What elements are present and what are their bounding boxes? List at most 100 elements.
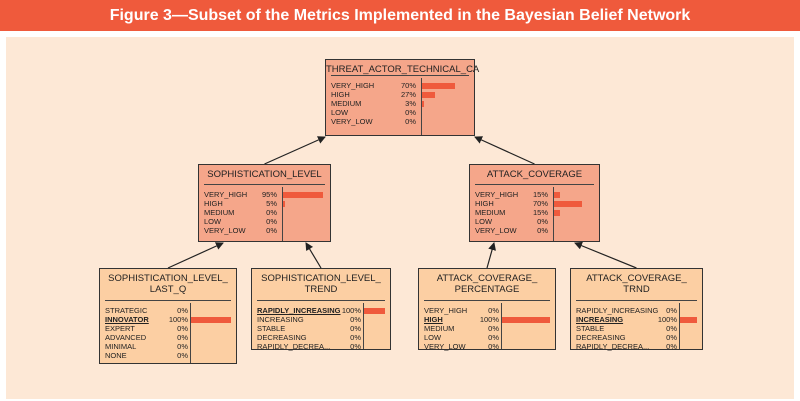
state-label: RAPIDLY_INCREASING [257,306,341,315]
state-row[interactable]: ADVANCED 0% [100,333,236,342]
state-percent: 0% [537,226,548,235]
node-title: ATTACK_COVERAGE_ TRND [571,273,702,295]
state-row[interactable]: INCREASING 0% [252,315,390,324]
state-row[interactable]: HIGH 70% [470,199,599,208]
state-label: VERY_LOW [424,342,466,351]
node-attack-pct[interactable]: ATTACK_COVERAGE_ PERCENTAGE VERY_HIGH 0% HIG… [418,268,556,351]
state-percent: 0% [266,208,277,217]
state-percent: 0% [350,324,361,333]
state-row[interactable]: NONE 0% [100,351,236,360]
node-title-line: TREND [304,284,338,295]
state-row[interactable]: HIGH 27% [326,90,474,99]
state-probability-bar [191,316,231,323]
state-percent: 0% [350,342,361,351]
state-percent: 100% [341,306,361,315]
state-label: INCREASING [257,315,304,324]
state-row[interactable]: RAPIDLY_INCREASING 100% [252,306,390,315]
state-label: DECREASING [257,333,307,342]
state-percent: 0% [488,333,499,342]
node-bar-divider [501,303,502,349]
state-label: VERY_LOW [331,117,373,126]
state-label: LOW [424,333,442,342]
state-percent: 95% [261,190,277,199]
state-row[interactable]: MEDIUM 15% [470,208,599,217]
node-soph-last[interactable]: SOPHISTICATION_LEVEL_ LAST_Q STRATEGIC 0% IN… [99,268,237,364]
node-bar-divider [421,78,422,135]
node-soph[interactable]: SOPHISTICATION_LEVEL VERY_HIGH 95% HIGH 5% ME… [198,164,331,242]
state-row[interactable]: INCREASING 100% [571,315,702,324]
state-probability-bar [680,316,697,323]
node-title: SOPHISTICATION_LEVEL_ TREND [252,273,390,295]
state-row[interactable]: RAPIDLY_INCREASING 0% [571,306,702,315]
state-label: MEDIUM [424,324,455,333]
state-label: MEDIUM [475,208,506,217]
node-title: SOPHISTICATION_LEVEL [199,169,330,180]
state-row[interactable]: STRATEGIC 0% [100,306,236,315]
state-row[interactable]: MEDIUM 3% [326,99,474,108]
state-percent: 27% [400,90,416,99]
node-bar-divider [679,303,680,349]
state-percent: 15% [532,190,548,199]
node-title-line: TRND [623,284,650,295]
state-label: HIGH [475,199,494,208]
state-percent: 0% [666,342,677,351]
state-row[interactable]: VERY_LOW 0% [199,226,330,235]
state-row[interactable]: INNOVATOR 100% [100,315,236,324]
node-title-line: LAST_Q [149,284,187,295]
node-title-line: SOPHISTICATION_LEVEL [207,169,322,180]
state-row[interactable]: VERY_HIGH 70% [326,81,474,90]
node-title: SOPHISTICATION_LEVEL_ LAST_Q [100,273,236,295]
state-row[interactable]: VERY_LOW 0% [470,226,599,235]
node-soph-trend[interactable]: SOPHISTICATION_LEVEL_ TREND RAPIDLY_INCREA… [251,268,391,351]
state-row[interactable]: VERY_HIGH 15% [470,190,599,199]
state-label: EXPERT [105,324,135,333]
state-row[interactable]: MEDIUM 0% [419,324,555,333]
state-row[interactable]: STABLE 0% [571,324,702,333]
state-row[interactable]: DECREASING 0% [571,333,702,342]
state-row[interactable]: HIGH 100% [419,315,555,324]
state-label: MEDIUM [204,208,235,217]
state-percent: 0% [177,342,188,351]
state-row[interactable]: LOW 0% [199,217,330,226]
state-row[interactable]: EXPERT 0% [100,324,236,333]
state-row[interactable]: RAPIDLY_DECREA... 0% [571,342,702,351]
state-row[interactable]: STABLE 0% [252,324,390,333]
state-row[interactable]: MINIMAL 0% [100,342,236,351]
node-title-line: THREAT_ACTOR_TECHNICAL_CA [326,64,480,75]
state-percent: 100% [657,315,677,324]
state-label: STABLE [576,324,605,333]
state-probability-bar [554,209,560,216]
state-label: RAPIDLY_DECREA... [576,342,650,351]
node-state-table: VERY_HIGH 70% HIGH 27% MEDIUM 3% LOW 0% VERY_LOW… [326,78,474,135]
state-row[interactable]: VERY_LOW 0% [326,117,474,126]
state-row[interactable]: LOW 0% [470,217,599,226]
state-probability-bar [283,200,285,207]
state-row[interactable]: DECREASING 0% [252,333,390,342]
state-percent: 0% [488,324,499,333]
state-row[interactable]: VERY_LOW 0% [419,342,555,351]
state-percent: 3% [405,99,416,108]
state-row[interactable]: HIGH 5% [199,199,330,208]
state-percent: 0% [266,217,277,226]
node-bar-divider [282,187,283,241]
edge-attack-to-threat [474,136,535,165]
state-probability-bar [502,316,550,323]
state-label: VERY_LOW [204,226,246,235]
node-title-line: PERCENTAGE [454,284,520,295]
state-label: HIGH [204,199,223,208]
state-percent: 70% [400,81,416,90]
edge-attack-trnd-to-attack [574,241,637,269]
state-row[interactable]: RAPIDLY_DECREA... 0% [252,342,390,351]
state-row[interactable]: LOW 0% [326,108,474,117]
edge-attack-pct-to-attack [486,242,496,269]
state-row[interactable]: MEDIUM 0% [199,208,330,217]
node-attack[interactable]: ATTACK_COVERAGE VERY_HIGH 15% HIGH 70% MEDIUM… [469,164,600,242]
state-row[interactable]: VERY_HIGH 0% [419,306,555,315]
state-row[interactable]: VERY_HIGH 95% [199,190,330,199]
node-threat[interactable]: THREAT_ACTOR_TECHNICAL_CA VERY_HIGH 70% HIG… [325,59,480,136]
node-attack-trnd[interactable]: ATTACK_COVERAGE_ TRND RAPIDLY_INCREASING 0%… [570,268,703,351]
state-percent: 0% [405,117,416,126]
state-label: STRATEGIC [105,306,148,315]
state-row[interactable]: LOW 0% [419,333,555,342]
